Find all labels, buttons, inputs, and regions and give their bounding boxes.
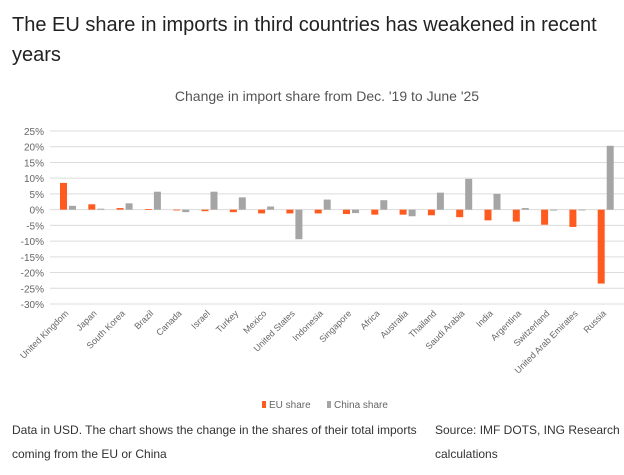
bar-china <box>182 209 190 213</box>
caption-source: Source: IMF DOTS, ING Research calculati… <box>435 418 620 466</box>
bar-china <box>153 191 161 210</box>
bar-eu <box>229 209 237 213</box>
x-tick-label: Canada <box>154 308 183 337</box>
legend-label: China share <box>334 400 388 411</box>
bar-china <box>210 191 218 210</box>
bar-china <box>238 197 246 210</box>
legend-swatch <box>327 401 331 408</box>
y-tick-label: -25% <box>21 284 44 295</box>
y-tick-label: 20% <box>24 143 44 154</box>
y-tick-label: -30% <box>21 300 44 311</box>
bar-china <box>465 178 473 210</box>
x-tick-label: Brazil <box>132 308 155 331</box>
y-tick-label: 10% <box>24 174 44 185</box>
y-tick-label: 0% <box>30 206 45 217</box>
y-tick-label: 25% <box>24 127 44 138</box>
bar-china <box>493 193 501 210</box>
y-tick-label: -10% <box>21 237 44 248</box>
bar-eu <box>314 209 322 214</box>
x-tick-label: India <box>474 308 495 329</box>
y-tick-label: 15% <box>24 158 44 169</box>
bar-china <box>521 208 529 210</box>
bar-eu <box>427 209 435 216</box>
x-tick-label: Turkey <box>214 308 241 335</box>
x-tick-label: United Kingdom <box>18 308 70 360</box>
bar-eu <box>399 209 407 215</box>
bar-eu <box>258 209 266 214</box>
legend-label: EU share <box>269 400 311 411</box>
bar-china <box>69 205 76 210</box>
bar-eu <box>569 209 577 227</box>
bar-eu <box>456 209 464 218</box>
x-tick-label: Africa <box>358 308 381 331</box>
caption-line: Source: IMF DOTS, ING Research <box>435 423 620 437</box>
bar-china <box>578 209 586 211</box>
x-tick-label: Israel <box>189 308 212 331</box>
bar-eu <box>144 209 152 210</box>
x-tick-label: Australia <box>378 308 410 340</box>
bar-china <box>380 200 388 210</box>
bar-eu <box>597 209 605 284</box>
x-tick-label: Russia <box>582 308 609 335</box>
caption-line: Data in USD. The chart shows the change … <box>12 423 417 437</box>
bar-eu <box>541 209 549 225</box>
bar-china <box>550 209 558 211</box>
y-tick-label: -20% <box>21 269 44 280</box>
bar-china <box>352 209 359 214</box>
bar-china <box>125 203 133 210</box>
bar-china <box>323 199 331 210</box>
bar-eu <box>173 209 181 211</box>
bar-eu <box>343 209 350 215</box>
caption-note: Data in USD. The chart shows the change … <box>12 418 417 466</box>
bar-eu <box>88 204 96 210</box>
legend-swatch <box>262 401 266 408</box>
bar-eu <box>60 182 67 210</box>
bar-eu <box>201 209 209 212</box>
y-tick-label: -15% <box>21 253 44 264</box>
caption-line: calculations <box>435 447 498 461</box>
bar-eu <box>484 209 492 221</box>
bar-eu <box>371 209 379 215</box>
x-tick-label: Mexico <box>241 308 268 335</box>
bar-eu <box>512 209 520 222</box>
y-tick-label: 5% <box>30 190 45 201</box>
bar-china <box>606 145 614 210</box>
bar-china <box>408 209 416 217</box>
bar-chart: Change in import share from Dec. '19 to … <box>18 88 624 411</box>
y-tick-label: -5% <box>26 221 44 232</box>
caption-line: coming from the EU or China <box>12 447 167 461</box>
bar-eu <box>116 208 124 210</box>
x-tick-label: Japan <box>74 308 98 332</box>
bar-china <box>295 209 303 240</box>
bar-china <box>436 192 444 210</box>
article-title: The EU share in imports in third countri… <box>12 14 597 66</box>
bar-eu <box>286 209 294 214</box>
bar-china <box>267 206 275 210</box>
chart-title: Change in import share from Dec. '19 to … <box>175 88 479 104</box>
bar-china <box>97 208 105 210</box>
